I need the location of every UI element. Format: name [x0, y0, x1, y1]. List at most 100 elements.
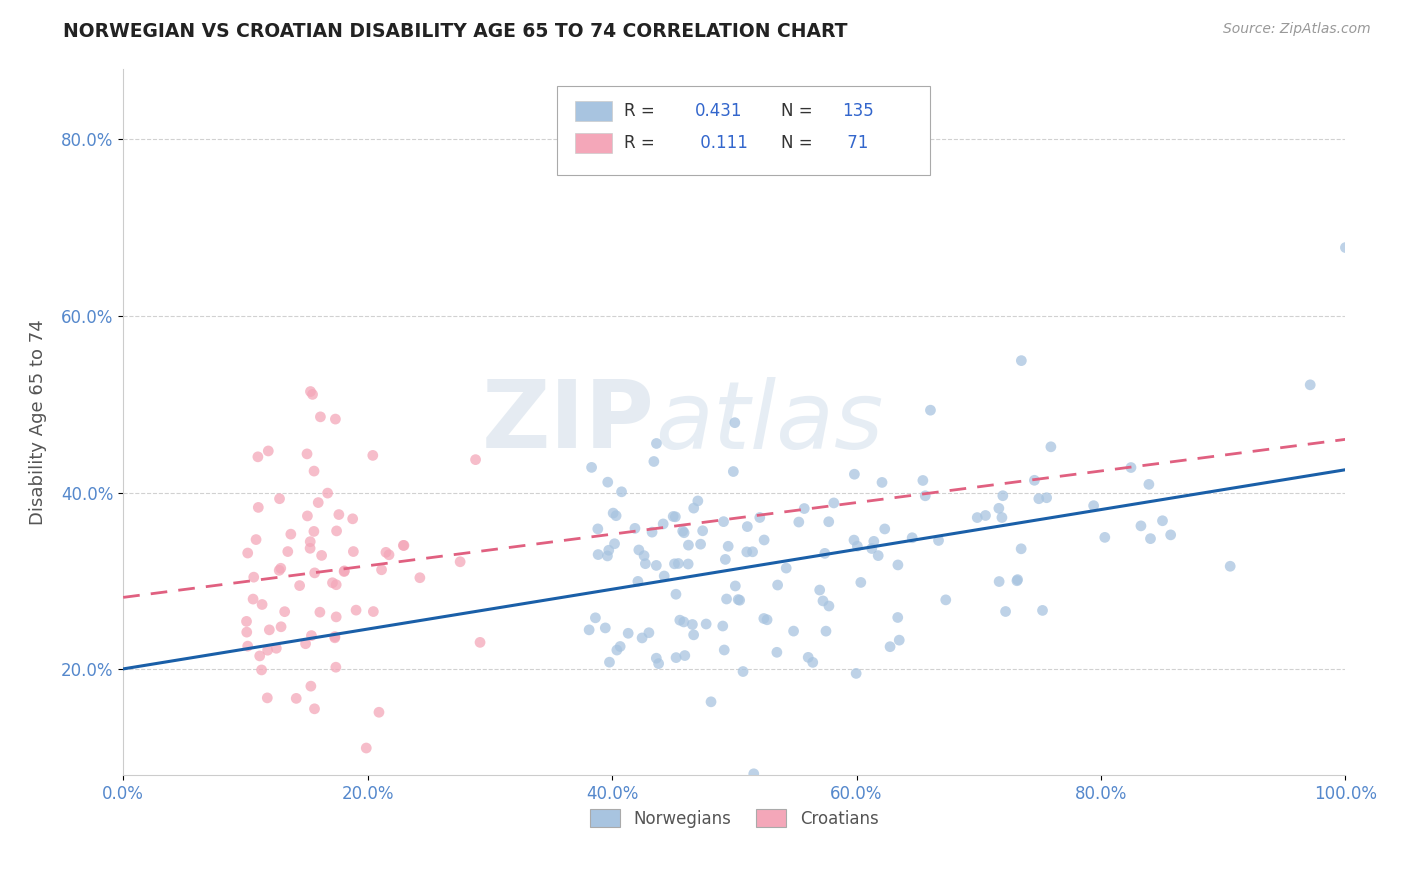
Point — [817, 515, 839, 529]
Point — [723, 465, 745, 479]
Point — [652, 569, 675, 583]
Point — [259, 623, 281, 637]
Point — [645, 436, 668, 450]
Point — [676, 557, 699, 571]
Point — [673, 648, 696, 663]
Point — [842, 533, 865, 547]
Text: 0.111: 0.111 — [695, 134, 748, 152]
Point — [700, 695, 723, 709]
Point — [301, 387, 323, 401]
Point — [269, 491, 291, 506]
Point — [714, 552, 737, 566]
Legend: Norwegians, Croatians: Norwegians, Croatians — [583, 803, 886, 834]
Point — [1007, 573, 1029, 587]
Point — [581, 460, 603, 475]
Point — [288, 578, 311, 592]
Point — [285, 691, 308, 706]
Point — [242, 592, 264, 607]
Point — [737, 519, 759, 533]
Point — [1139, 532, 1161, 546]
Point — [748, 510, 770, 524]
Point — [752, 533, 775, 547]
Point — [844, 467, 866, 482]
Text: atlas: atlas — [655, 376, 883, 467]
Point — [711, 619, 734, 633]
Point — [321, 575, 343, 590]
Point — [692, 524, 714, 538]
Point — [299, 534, 322, 549]
Point — [643, 454, 665, 468]
Point — [246, 450, 269, 464]
Point — [392, 538, 415, 552]
Point — [627, 574, 650, 589]
Point — [682, 501, 704, 516]
Point — [610, 484, 633, 499]
Point — [814, 624, 837, 639]
Point — [449, 555, 471, 569]
Y-axis label: Disability Age 65 to 74: Disability Age 65 to 74 — [30, 319, 46, 524]
Point — [270, 561, 292, 575]
Point — [862, 534, 884, 549]
Point — [845, 666, 868, 681]
Point — [991, 489, 1014, 503]
Point — [325, 578, 347, 592]
Point — [638, 625, 661, 640]
Point — [273, 605, 295, 619]
Point — [665, 587, 688, 601]
Point — [695, 617, 717, 632]
Point — [304, 566, 326, 580]
Text: N =: N = — [780, 102, 813, 120]
Text: R =: R = — [624, 102, 655, 120]
Point — [673, 525, 696, 540]
Point — [323, 630, 346, 644]
Point — [665, 650, 688, 665]
Point — [678, 538, 700, 552]
Point — [235, 615, 257, 629]
Point — [991, 510, 1014, 524]
Point — [1334, 241, 1357, 255]
Point — [250, 598, 273, 612]
Point — [645, 558, 668, 573]
Point — [323, 631, 346, 645]
Point — [325, 660, 347, 674]
Point — [669, 613, 692, 627]
Point — [595, 621, 617, 635]
Point — [682, 628, 704, 642]
Point — [586, 522, 609, 536]
Point — [304, 702, 326, 716]
Point — [742, 766, 765, 780]
Point — [823, 496, 845, 510]
Point — [756, 613, 779, 627]
Point — [342, 544, 364, 558]
Point — [294, 637, 316, 651]
Point — [333, 565, 356, 579]
Point — [309, 409, 332, 424]
Point — [766, 578, 789, 592]
Point — [596, 549, 619, 563]
Point — [325, 524, 347, 538]
Point — [583, 611, 606, 625]
Point — [370, 563, 392, 577]
Point — [311, 549, 333, 563]
Point — [689, 537, 711, 551]
Point — [681, 617, 703, 632]
Point — [325, 610, 347, 624]
Point — [299, 384, 322, 399]
Point — [256, 643, 278, 657]
Point — [598, 543, 620, 558]
Point — [586, 548, 609, 562]
FancyBboxPatch shape — [575, 101, 612, 120]
Point — [295, 447, 318, 461]
Point — [316, 486, 339, 500]
Point — [1119, 460, 1142, 475]
Point — [617, 626, 640, 640]
Point — [342, 512, 364, 526]
Point — [578, 623, 600, 637]
Point — [634, 557, 657, 571]
Point — [752, 611, 775, 625]
Point — [257, 444, 280, 458]
Point — [801, 656, 824, 670]
Text: N =: N = — [780, 134, 813, 152]
Point — [727, 592, 749, 607]
Point — [666, 557, 689, 571]
